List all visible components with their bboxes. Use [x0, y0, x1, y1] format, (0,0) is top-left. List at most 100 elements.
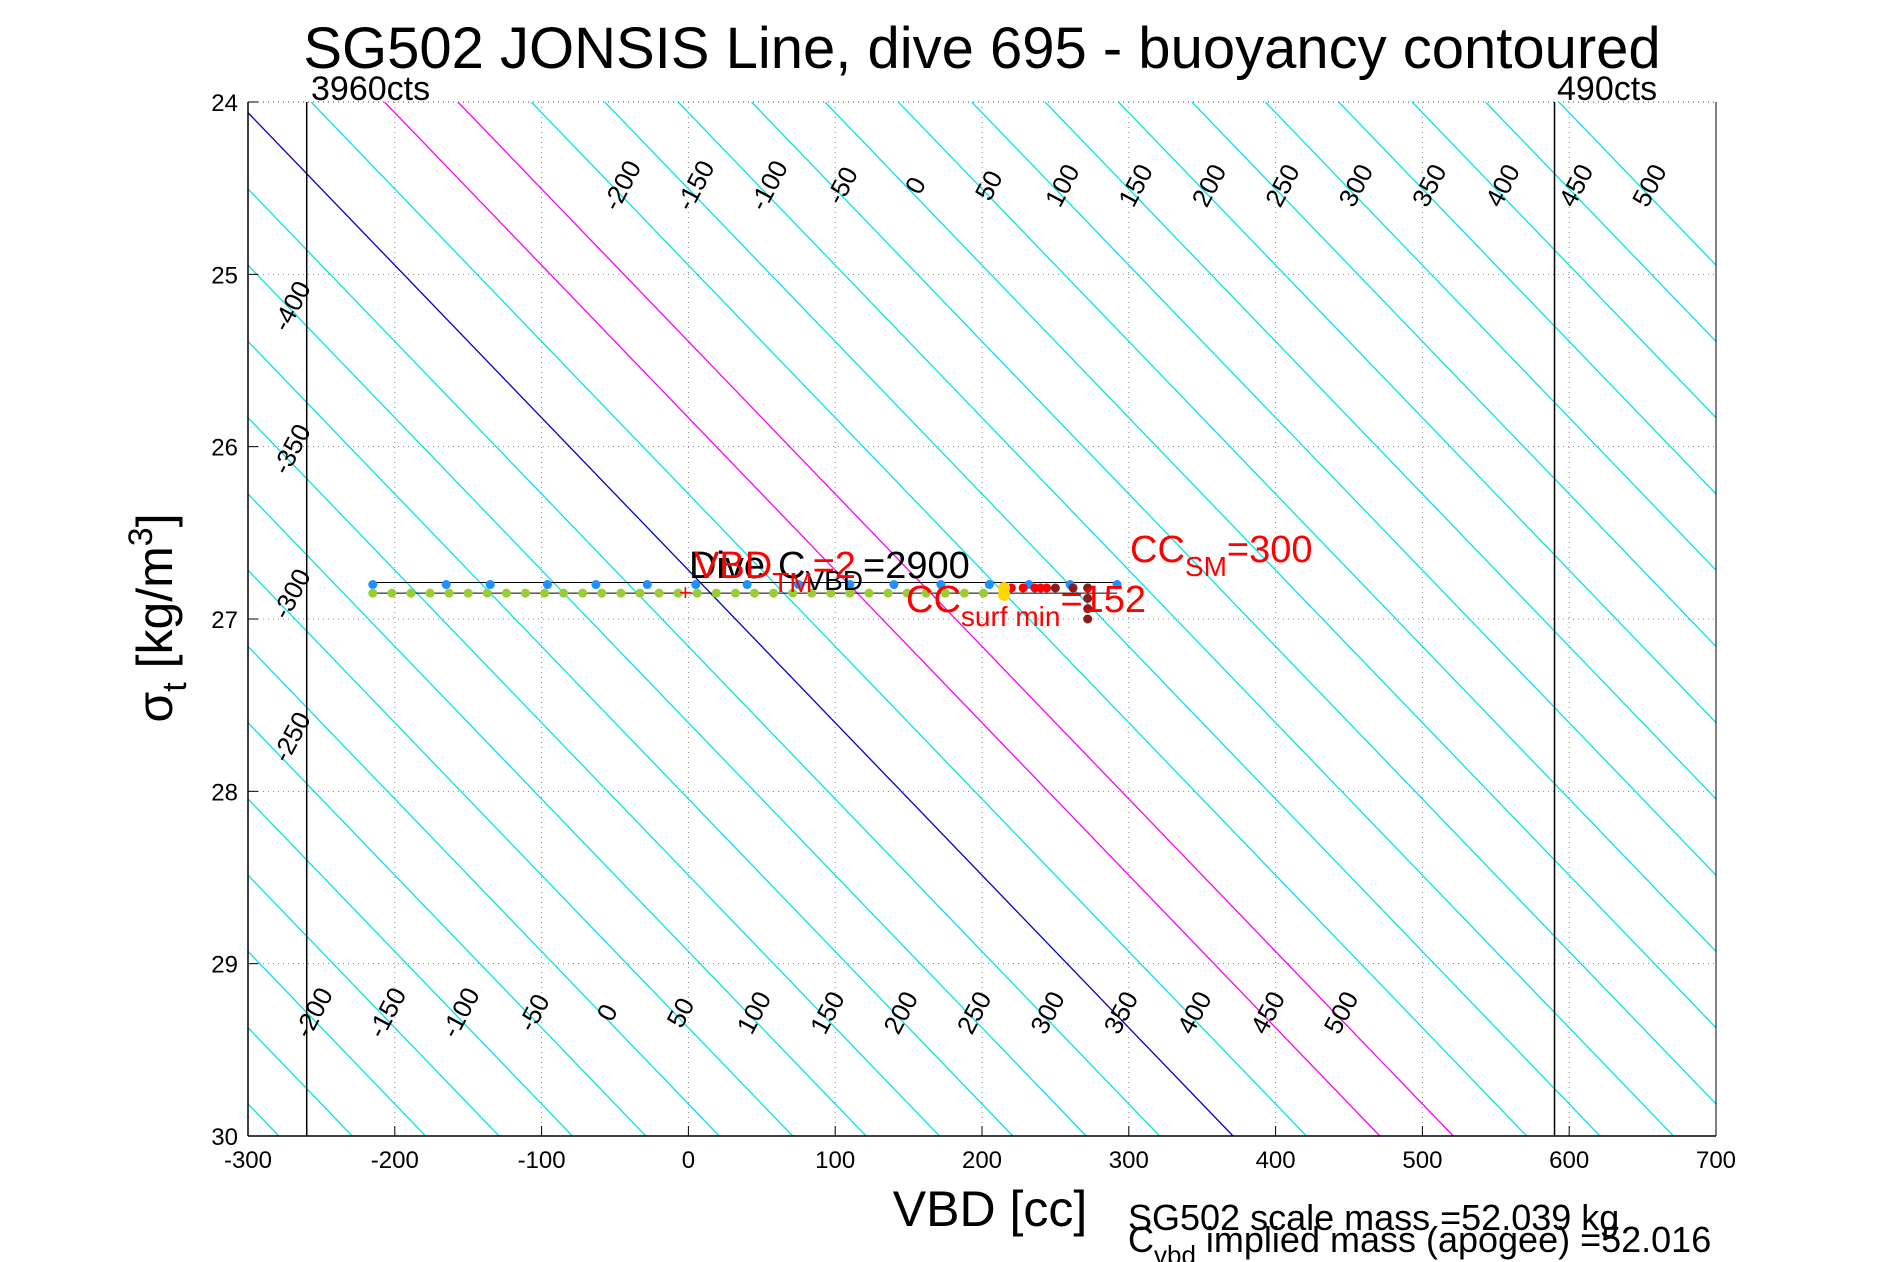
axes [247, 101, 1717, 1137]
x-tick-label: 200 [962, 1147, 1002, 1174]
data-point [642, 580, 652, 590]
data-point [635, 588, 645, 598]
contour-line [248, 950, 427, 1136]
contour-line [1264, 102, 1716, 572]
contour-line [248, 187, 1161, 1136]
buoyancy-contours [248, 102, 1716, 1136]
tmvbd-base: VBD [694, 545, 772, 587]
contour-line [248, 874, 500, 1136]
data-point [540, 588, 550, 598]
data-point [444, 588, 454, 598]
data-point [864, 588, 874, 598]
contour-line [248, 493, 867, 1136]
x-tick-label: 400 [1256, 1147, 1296, 1174]
data-point [998, 588, 1011, 601]
data-point [501, 588, 511, 598]
contour-line [1338, 102, 1716, 495]
ccsm-base: CC [1130, 529, 1185, 571]
tmvbd-sub: TM [772, 567, 812, 598]
data-point [845, 588, 855, 598]
data-point [441, 580, 451, 590]
data-point [826, 588, 836, 598]
data-point [578, 588, 588, 598]
data-point [749, 588, 759, 598]
y-tick-label: 29 [211, 952, 238, 979]
data-series: + [368, 580, 1122, 624]
contour-line [384, 102, 1381, 1136]
tmvbd-value: =2 [813, 545, 856, 587]
contour-line [248, 340, 1014, 1136]
data-point [368, 580, 378, 590]
vbd-limit-lines [305, 102, 1556, 1136]
data-point [482, 588, 492, 598]
data-point [485, 580, 495, 590]
data-point [1083, 614, 1093, 624]
y-tick-label: 27 [211, 607, 238, 634]
contour-line [824, 102, 1716, 1029]
x-tick-label: 300 [1109, 1147, 1149, 1174]
data-point [692, 588, 702, 598]
y-axis-label: σt [kg/m3] [122, 513, 194, 722]
chart-title: SG502 JONSIS Line, dive 695 - buoyancy c… [303, 16, 1660, 81]
contour-line [1118, 102, 1716, 724]
x-axis-label: VBD [cc] [893, 1181, 1087, 1237]
contour-line [1191, 102, 1716, 648]
x-tick-label: 500 [1402, 1147, 1442, 1174]
y-tick-label: 28 [211, 779, 238, 806]
contour-line [971, 102, 1716, 877]
data-point [921, 588, 931, 598]
contour-line [248, 569, 794, 1136]
data-point [1083, 593, 1093, 603]
data-point [616, 588, 626, 598]
contour-line [751, 102, 1716, 1105]
data-point [463, 588, 473, 598]
data-point [542, 580, 552, 590]
tick-labels: -300 -200 -100 0 100 200 300 400 500 600 700 24 25 26… [211, 90, 1736, 1174]
data-point [711, 588, 721, 598]
data-point [387, 588, 397, 598]
y-tick-label: 30 [211, 1124, 238, 1151]
annotation-cc-sm: CCSM=300 [1130, 529, 1312, 582]
annotation-cc-surf-min: CCsurf min=152 [906, 579, 1146, 632]
implied-rest: implied mass (apogee) =52.016 [1196, 1219, 1711, 1260]
ccsm-sub: SM [1185, 551, 1227, 582]
data-point [425, 588, 435, 598]
x-tick-label: 0 [682, 1147, 695, 1174]
data-point [807, 588, 817, 598]
annotation-tmvbd: VBDTM=2 [694, 545, 856, 598]
contour-line [248, 416, 940, 1136]
data-point [368, 588, 378, 598]
data-point [889, 580, 899, 590]
data-point [520, 588, 530, 598]
contour-line [310, 102, 1307, 1136]
data-point [406, 588, 416, 598]
data-point [902, 588, 912, 598]
y-tick-label: 25 [211, 262, 238, 289]
tm-marker: + [679, 580, 692, 605]
ccsurf-value: =152 [1060, 579, 1146, 621]
contour-line [1411, 102, 1716, 419]
cvbd-value: =2900 [863, 545, 970, 587]
contour-line [457, 102, 1454, 1136]
y-tick-label: 24 [211, 90, 238, 117]
data-point [559, 588, 569, 598]
data-point [1050, 583, 1060, 593]
ccsurf-sub: surf min [961, 601, 1061, 632]
data-point [742, 580, 752, 590]
contour-line [897, 102, 1716, 953]
data-point [591, 580, 601, 590]
cvbd-sub: VBD [805, 565, 863, 596]
x-tick-label: 600 [1549, 1147, 1589, 1174]
data-point [788, 588, 798, 598]
implied-base: C [1128, 1219, 1154, 1260]
limit-label-left: 3960cts [311, 70, 430, 108]
data-point [978, 588, 988, 598]
data-point [1042, 583, 1052, 593]
implied-sub: vbd [1154, 1240, 1196, 1262]
contour-line [248, 645, 720, 1136]
annotation-implied-mass: Cvbd implied mass (apogee) =52.016 [1128, 1219, 1711, 1262]
y-label-sup: 3 [122, 527, 160, 546]
data-point [845, 580, 855, 590]
data-point [654, 588, 664, 598]
ccsurf-base: CC [906, 579, 961, 621]
